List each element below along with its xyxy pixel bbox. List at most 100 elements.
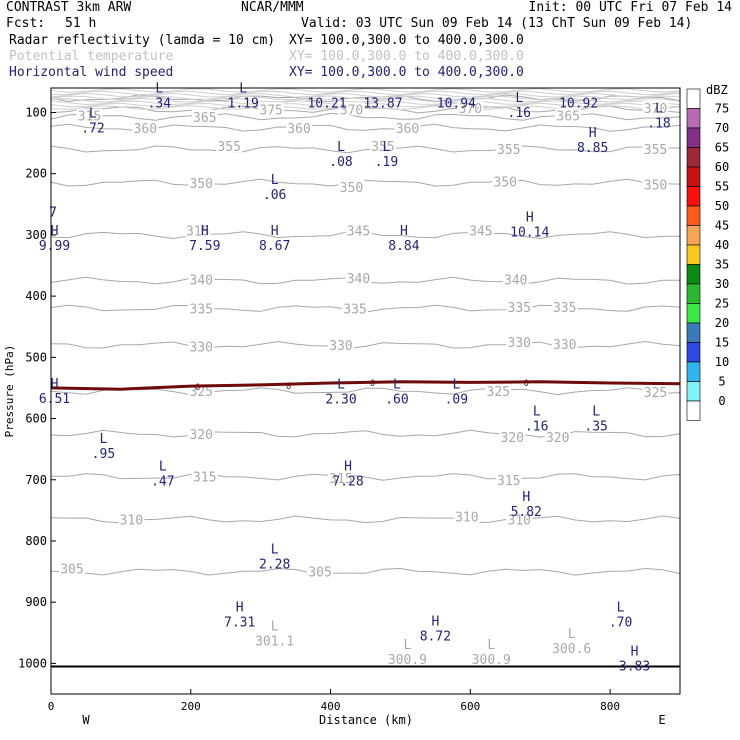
wind-extremum-value: 10.21	[307, 96, 346, 111]
x-tick-label: 800	[600, 700, 620, 713]
wind-extremum-value: 2.30	[325, 393, 356, 408]
theta-label-halo	[338, 102, 365, 116]
theta-contour-315	[50, 473, 681, 481]
theta-label: 355	[371, 140, 394, 155]
theta-contour-325	[50, 387, 681, 396]
theta-label: 335	[553, 301, 576, 316]
theta-label-halo	[453, 509, 480, 523]
freezing-level-label: 0	[286, 382, 291, 392]
legend-field-theta: Potential temperature	[9, 49, 174, 64]
theta-label-halo	[345, 223, 372, 237]
wind-extremum-value: .18	[647, 117, 670, 132]
theta-contour-upper	[50, 92, 681, 98]
header-fcst-label: Fcst:	[6, 16, 46, 31]
wind-extremum-value: 10.14	[510, 226, 549, 241]
y-tick-label: 400	[25, 289, 47, 303]
wind-extremum-type: L	[239, 81, 247, 96]
theta-label: 325	[487, 385, 510, 400]
wind-extremum-value: 8.85	[577, 141, 608, 156]
wind-extremum-value: 2.28	[259, 557, 290, 572]
wind-extremum-value: .16	[525, 420, 548, 435]
theta-contour-upper	[50, 90, 681, 96]
wind-extremum-value: 8.67	[259, 239, 290, 254]
y-tick-label: 500	[25, 350, 47, 364]
theta-contour-365	[50, 112, 681, 121]
colorbar-level-label: 30	[715, 277, 729, 291]
theta-label: 355	[217, 140, 240, 155]
plot-frame	[50, 87, 681, 695]
colorbar-swatch	[686, 283, 701, 304]
colorbar-swatch	[686, 264, 701, 285]
colorbar-swatch	[686, 322, 701, 343]
colorbar-level-label: 15	[715, 336, 729, 350]
theta-label: 370	[340, 103, 363, 118]
theta-label: 325	[644, 386, 667, 401]
axes: 0 200 400 600 800100200300400500600700800900…	[18, 105, 620, 713]
theta-label: 330	[508, 336, 531, 351]
wind-extremum-value: .47	[151, 475, 174, 490]
colorbar-swatch	[686, 108, 701, 129]
theta-label: 310	[455, 510, 478, 525]
colorbar-level-label: 55	[715, 180, 729, 194]
colorbar-swatch	[686, 205, 701, 226]
colorbar-level-label: 35	[715, 258, 729, 272]
wind-extremum-value: .19	[375, 155, 398, 170]
theta-label: 335	[343, 302, 366, 317]
theta-label: 360	[287, 122, 310, 137]
colorbar-level-label: 45	[715, 219, 729, 233]
theta-contour-375	[50, 94, 681, 103]
wind-extremum-type: H	[271, 224, 279, 239]
y-tick-label: 700	[25, 473, 47, 487]
theta-label: 350	[340, 181, 363, 196]
x-west-label: W	[82, 713, 90, 727]
theta-label-halo	[506, 300, 533, 314]
wind-extremum-type: H	[51, 377, 59, 392]
wind-extremum-value: 3.83	[619, 659, 650, 674]
wind-extremum-type: L	[393, 378, 401, 393]
wind-extremum-value: 8.84	[388, 239, 419, 254]
theta-label: 315	[329, 472, 352, 487]
theta-label-halo	[551, 300, 578, 314]
theta-extremum-type: L	[568, 627, 576, 642]
colorbar-swatch	[686, 400, 701, 421]
wind-extremum-value: .08	[329, 155, 352, 170]
y-axis-label: Pressure (hPa)	[3, 345, 16, 438]
theta-extremum-value: 300.9	[388, 653, 427, 668]
theta-label-halo	[342, 301, 369, 315]
theta-label-halo	[499, 429, 526, 443]
wind-extremum-value: 13.87	[363, 96, 402, 111]
theta-extremum-type: L	[271, 620, 279, 635]
theta-label-halo	[551, 336, 578, 350]
colorbar-swatch	[686, 244, 701, 265]
x-east-label: E	[658, 713, 665, 727]
x-tick-label: 200	[181, 700, 201, 713]
wind-extremum-value: 10.92	[559, 96, 598, 111]
wind-extremum-value: 7.59	[189, 239, 220, 254]
wind-extremum-type: L	[100, 432, 108, 447]
wind-extremum-type: L	[452, 378, 460, 393]
theta-extremum-type: L	[404, 638, 412, 653]
y-tick-label: 1000	[18, 656, 47, 670]
theta-label: 310	[120, 514, 143, 529]
wind-extremum-value: 7	[49, 205, 57, 220]
theta-label-halo	[485, 384, 512, 397]
colorbar-level-label: 60	[715, 160, 729, 174]
wind-extremum-type: H	[631, 644, 639, 659]
wind-extremum-value: .72	[81, 121, 104, 136]
theta-contour-upper	[50, 100, 681, 106]
theta-label: 370	[459, 102, 482, 117]
theta-label-halo	[132, 120, 159, 134]
theta-extremum-value: 300.9	[472, 653, 511, 668]
freezing-level-line	[50, 380, 681, 391]
wind-extremum-value: .70	[609, 615, 632, 630]
theta-label-halo	[188, 301, 215, 315]
colorbar-swatch	[686, 342, 701, 363]
colorbar-unit: dBZ	[706, 83, 728, 97]
wind-extremum-value: 9.99	[39, 239, 70, 254]
theta-extremum-type: L	[487, 638, 495, 653]
theta-label: 340	[190, 274, 213, 289]
theta-label: 360	[396, 122, 419, 137]
theta-label: 330	[329, 339, 352, 354]
wind-extremum-type: H	[589, 126, 597, 141]
